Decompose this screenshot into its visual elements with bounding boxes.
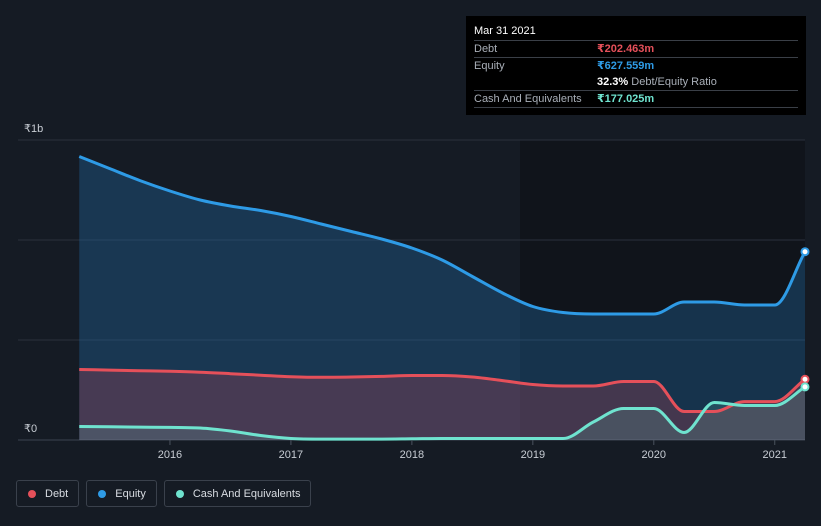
x-tick-label: 2021 <box>763 449 787 461</box>
legend-item-equity[interactable]: Equity <box>86 480 157 507</box>
debt-area <box>79 369 806 440</box>
equity-area <box>79 156 806 440</box>
tooltip-equity-row: Equity ₹627.559m <box>474 58 798 74</box>
y-tick-label: ₹0 <box>24 423 37 435</box>
tooltip-date: Mar 31 2021 <box>474 24 798 41</box>
legend-cash-label: Cash And Equivalents <box>192 487 301 500</box>
tooltip-ratio-label: Debt/Equity Ratio <box>631 76 717 88</box>
x-tick-label: 2019 <box>521 449 545 461</box>
tooltip-cash-row: Cash And Equivalents ₹177.025m <box>474 91 798 108</box>
legend: Debt Equity Cash And Equivalents <box>16 480 312 507</box>
tooltip-debt-row: Debt ₹202.463m <box>474 41 798 58</box>
tooltip-debt-label: Debt <box>474 43 498 55</box>
tooltip-cash-value: ₹177.025m <box>597 93 655 105</box>
tooltip-equity-value: ₹627.559m <box>597 60 655 72</box>
tooltip-cash-label: Cash And Equivalents <box>474 93 582 105</box>
tooltip-ratio-row: 32.3% Debt/Equity Ratio <box>474 74 798 91</box>
cash-and-equivalents-line <box>79 385 806 441</box>
legend-cash-swatch <box>175 489 184 498</box>
equity-line <box>78 155 807 316</box>
x-tick-label: 2017 <box>279 449 303 461</box>
y-tick-label: ₹1b <box>24 123 43 135</box>
debt-end-marker <box>800 374 810 384</box>
legend-debt-label: Debt <box>45 487 69 500</box>
equity-end-marker <box>800 247 810 257</box>
tooltip-ratio-value: 32.3% <box>597 76 629 88</box>
x-tick-label: 2018 <box>400 449 424 461</box>
legend-item-debt[interactable]: Debt <box>16 480 80 507</box>
legend-item-cash[interactable]: Cash And Equivalents <box>163 480 312 507</box>
legend-equity-swatch <box>98 489 107 498</box>
cash-and-equivalents-area <box>79 386 806 440</box>
tooltip-debt-value: ₹202.463m <box>597 43 655 55</box>
legend-debt-swatch <box>28 489 36 498</box>
tooltip-equity-label: Equity <box>474 60 505 72</box>
tooltip-panel: Mar 31 2021 Debt ₹202.463m Equity ₹627.5… <box>466 16 806 115</box>
legend-equity-label: Equity <box>115 487 146 500</box>
x-tick-label: 2016 <box>158 449 182 461</box>
x-tick-label: 2020 <box>642 449 666 461</box>
debt-line <box>79 368 806 414</box>
cash-and-equivalents-end-marker <box>800 382 810 392</box>
